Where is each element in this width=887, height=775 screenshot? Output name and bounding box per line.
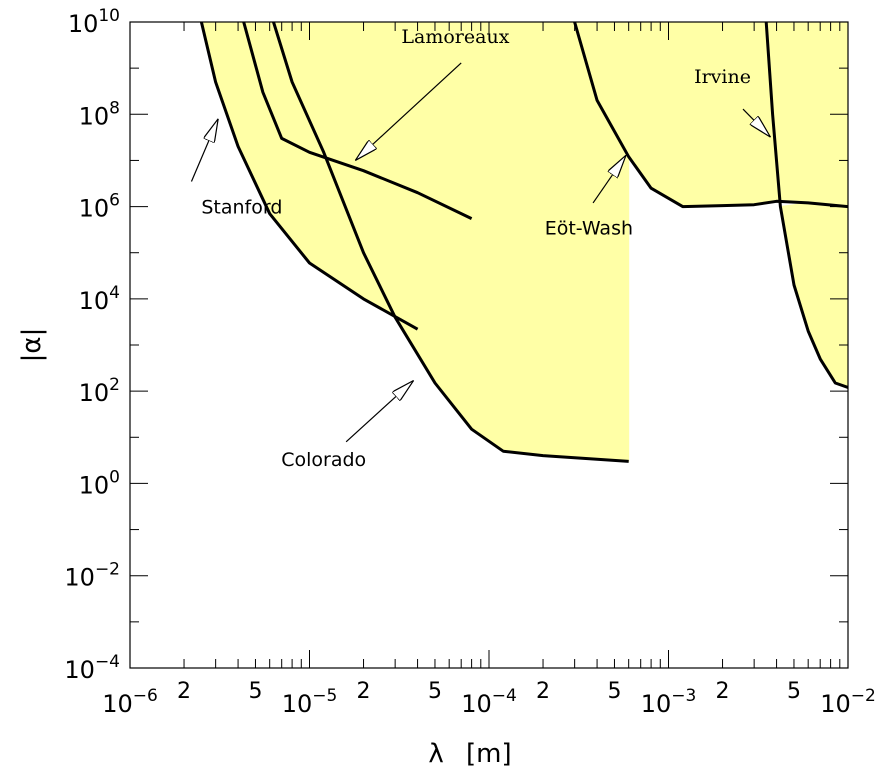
x-minor-tick-label: 2 — [177, 679, 191, 704]
x-minor-tick-label: 5 — [248, 679, 262, 704]
excluded-region-4 — [779, 202, 848, 389]
y-tick-label: 106 — [79, 191, 120, 223]
x-axis-label-unit: [m] — [466, 739, 512, 769]
series-line-colorado — [272, 22, 629, 463]
x-minor-tick-label: 2 — [716, 679, 730, 704]
y-tick-label: 1010 — [68, 6, 120, 38]
annotation-arrow-lamoreaux — [355, 62, 462, 161]
annotation-arrow-stanford — [190, 119, 218, 182]
x-tick-label: 10−2 — [820, 686, 876, 718]
x-minor-tick-label: 5 — [787, 679, 801, 704]
series-line-lamoreaux — [242, 22, 473, 220]
x-minor-tick-label: 2 — [536, 679, 550, 704]
x-minor-tick-label: 5 — [428, 679, 442, 704]
y-tick-label: 108 — [79, 98, 120, 130]
x-minor-tick-label: 2 — [357, 679, 371, 704]
series-lines — [199, 22, 848, 463]
series-line-irvine — [764, 22, 848, 389]
annotation-arrow-irvine — [742, 108, 771, 137]
y-tick-label: 102 — [79, 375, 120, 407]
x-tick-label: 10−4 — [461, 686, 517, 718]
annotation-arrow-colorado — [345, 381, 413, 443]
y-tick-label: 100 — [79, 467, 120, 499]
series-line-stanford — [199, 22, 419, 331]
y-tick-label: 104 — [79, 283, 120, 315]
x-axis-label: λ [m] — [428, 739, 511, 769]
series-line-e-t-wash — [573, 22, 848, 209]
plot-frame — [129, 21, 849, 669]
annotation-label-irvine: Irvine — [694, 66, 751, 88]
y-axis-label: |α| — [17, 328, 47, 363]
axis-labels: λ [m] |α| — [17, 328, 512, 769]
annotation-label-lamoreaux: Lamoreaux — [401, 26, 509, 48]
x-axis-label-symbol: λ — [428, 739, 443, 769]
annotation-label-stanford: Stanford — [201, 197, 282, 219]
x-tick-label: 10−3 — [641, 686, 697, 718]
x-minor-tick-label: 5 — [607, 679, 621, 704]
x-tick-label: 10−5 — [282, 686, 338, 718]
excluded-region-1 — [200, 22, 630, 462]
annotation-label-colorado: Colorado — [281, 449, 366, 471]
annotations: Lamoreaux Stanford Eöt-Wash Irvine Colorado — [190, 26, 771, 471]
x-tick-label: 10−6 — [102, 686, 158, 718]
excluded-regions — [200, 22, 848, 462]
annotation-label-e-t-wash: Eöt-Wash — [545, 217, 633, 239]
annotation-arrow-e-t-wash — [592, 155, 626, 204]
y-tick-label: 10−4 — [64, 652, 120, 684]
y-tick-label: 10−2 — [64, 560, 120, 592]
